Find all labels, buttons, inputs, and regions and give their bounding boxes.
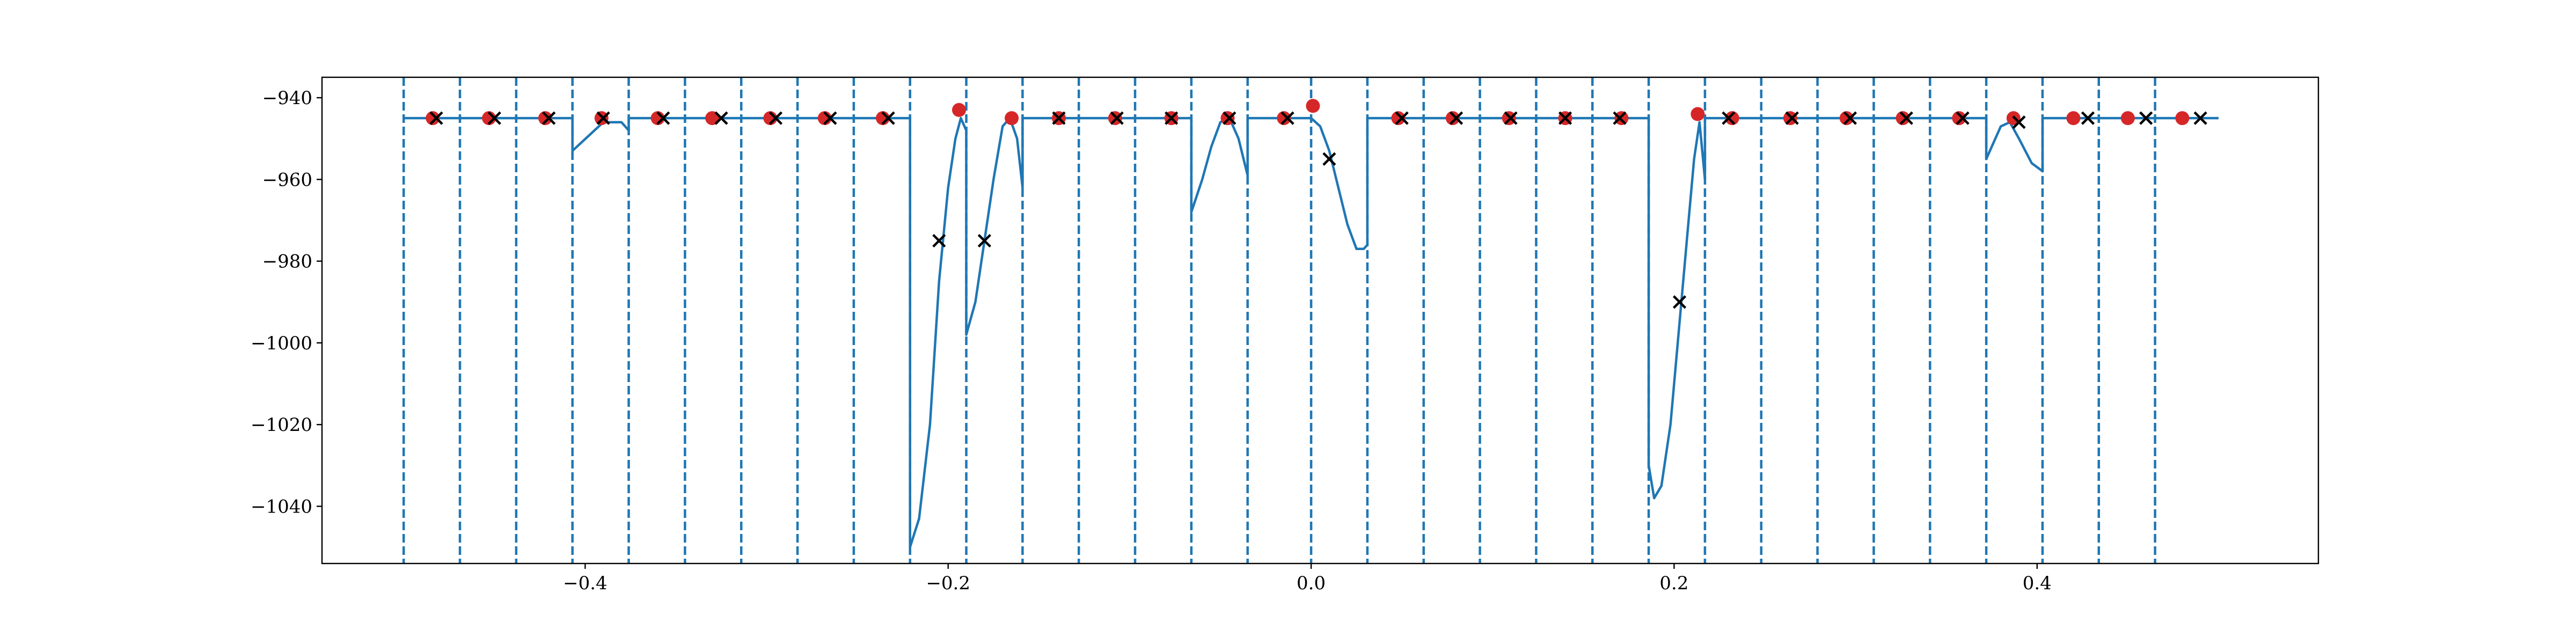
x-point-10: [977, 233, 991, 248]
x-point-20: [1558, 111, 1572, 125]
x-point-31: [2193, 111, 2207, 125]
x-tick-label-3: 0.2: [1659, 573, 1688, 594]
x-point-5: [714, 111, 728, 125]
plot-frame: [321, 76, 2319, 565]
red-point-2: [538, 111, 552, 126]
red-point-29: [2066, 111, 2081, 126]
y-tick-label-1: −960: [262, 169, 312, 191]
red-point-17: [1391, 111, 1406, 126]
x-point-17: [1395, 111, 1409, 125]
red-point-14: [1220, 111, 1235, 126]
x-point-14: [1223, 111, 1236, 125]
x-point-12: [1110, 111, 1124, 125]
x-point-19: [1504, 111, 1518, 125]
x-point-25: [1843, 111, 1857, 125]
x-point-27: [1956, 111, 1970, 125]
red-point-21: [1614, 111, 1629, 126]
red-point-15: [1277, 111, 1291, 126]
x-point-24: [1785, 111, 1799, 125]
y-tick-label-2: −980: [262, 251, 312, 273]
x-axis: −0.4 −0.2 0.0 0.2 0.4: [563, 564, 2052, 594]
x-point-1: [487, 111, 501, 125]
x-tick-label-1: −0.2: [926, 573, 970, 594]
x-point-13: [1165, 111, 1179, 125]
x-point-29: [2081, 111, 2095, 125]
x-point-30: [2139, 111, 2153, 125]
x-point-16: [1322, 152, 1336, 166]
red-point-16: [1306, 99, 1320, 113]
red-point-23: [1725, 111, 1739, 126]
red-point-9: [952, 103, 967, 117]
x-point-3: [596, 111, 610, 125]
x-point-8: [881, 111, 895, 125]
x-point-2: [542, 111, 556, 125]
y-axis: −940 −960 −980 −1000 −1020 −1040: [251, 87, 322, 517]
series-line-0: [404, 116, 2219, 548]
red-point-19: [1502, 111, 1516, 126]
x-point-18: [1450, 111, 1463, 125]
x-point-22: [1673, 295, 1687, 309]
x-tick-label-2: 0.0: [1297, 573, 1326, 594]
y-tick-label-3: −1000: [251, 333, 312, 354]
x-point-15: [1280, 111, 1294, 125]
red-point-0: [426, 111, 440, 126]
x-point-21: [1613, 111, 1627, 125]
x-tick-label-0: −0.4: [563, 573, 608, 594]
red-point-26: [1896, 111, 1910, 126]
red-point-31: [2175, 111, 2190, 126]
red-point-27: [1952, 111, 1966, 126]
red-point-22: [1690, 107, 1705, 121]
x-point-28: [2012, 115, 2026, 129]
x-point-23: [1722, 111, 1736, 125]
red-point-24: [1783, 111, 1797, 126]
red-point-10: [1005, 111, 1019, 126]
red-point-3: [594, 111, 609, 126]
x-point-11: [1052, 111, 1066, 125]
x-tick-label-4: 0.4: [2023, 573, 2052, 594]
x-markers: [429, 111, 2207, 309]
x-point-26: [1899, 111, 1913, 125]
y-tick-label-0: −940: [262, 87, 312, 109]
x-point-4: [656, 111, 670, 125]
y-tick-label-4: −1020: [251, 414, 312, 436]
x-point-0: [429, 111, 443, 125]
red-point-12: [1108, 111, 1122, 126]
red-point-18: [1445, 111, 1460, 126]
x-point-9: [932, 233, 946, 248]
x-point-6: [769, 111, 783, 125]
red-point-30: [2120, 111, 2135, 126]
red-point-25: [1839, 111, 1854, 126]
red-point-5: [705, 111, 720, 126]
series-layer: [404, 116, 2219, 548]
x-point-7: [823, 111, 837, 125]
y-tick-label-5: −1040: [251, 496, 312, 517]
